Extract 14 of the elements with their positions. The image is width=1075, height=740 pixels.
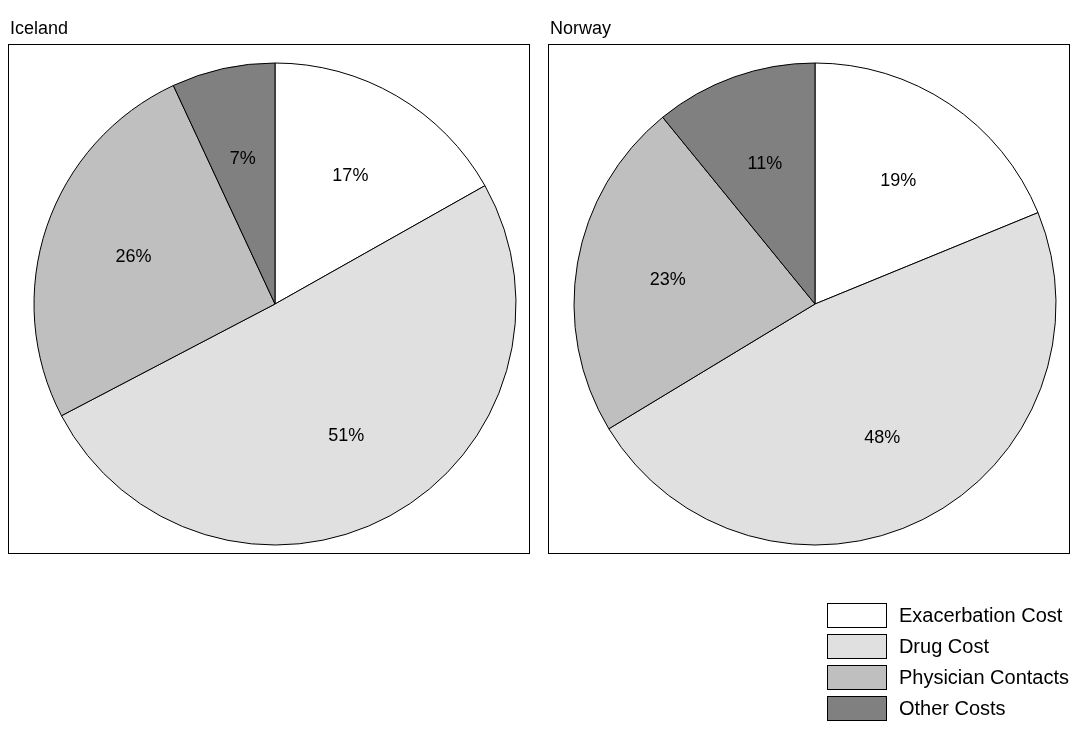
- chart-title: Iceland: [9, 18, 70, 40]
- legend-label: Exacerbation Cost: [898, 604, 1063, 627]
- data-label: 23%: [649, 268, 686, 289]
- legend-label: Other Costs: [898, 697, 1006, 720]
- data-label: 51%: [328, 425, 365, 446]
- legend-label: Drug Cost: [898, 635, 989, 658]
- data-label: 7%: [229, 148, 256, 169]
- legend-label: Physician Contacts: [898, 666, 1069, 689]
- data-label: 19%: [880, 169, 917, 190]
- data-label: 17%: [332, 164, 369, 185]
- data-label: 26%: [115, 246, 152, 267]
- chart-title: Norway: [549, 18, 612, 40]
- data-label: 11%: [747, 153, 783, 174]
- data-label: 48%: [864, 427, 901, 448]
